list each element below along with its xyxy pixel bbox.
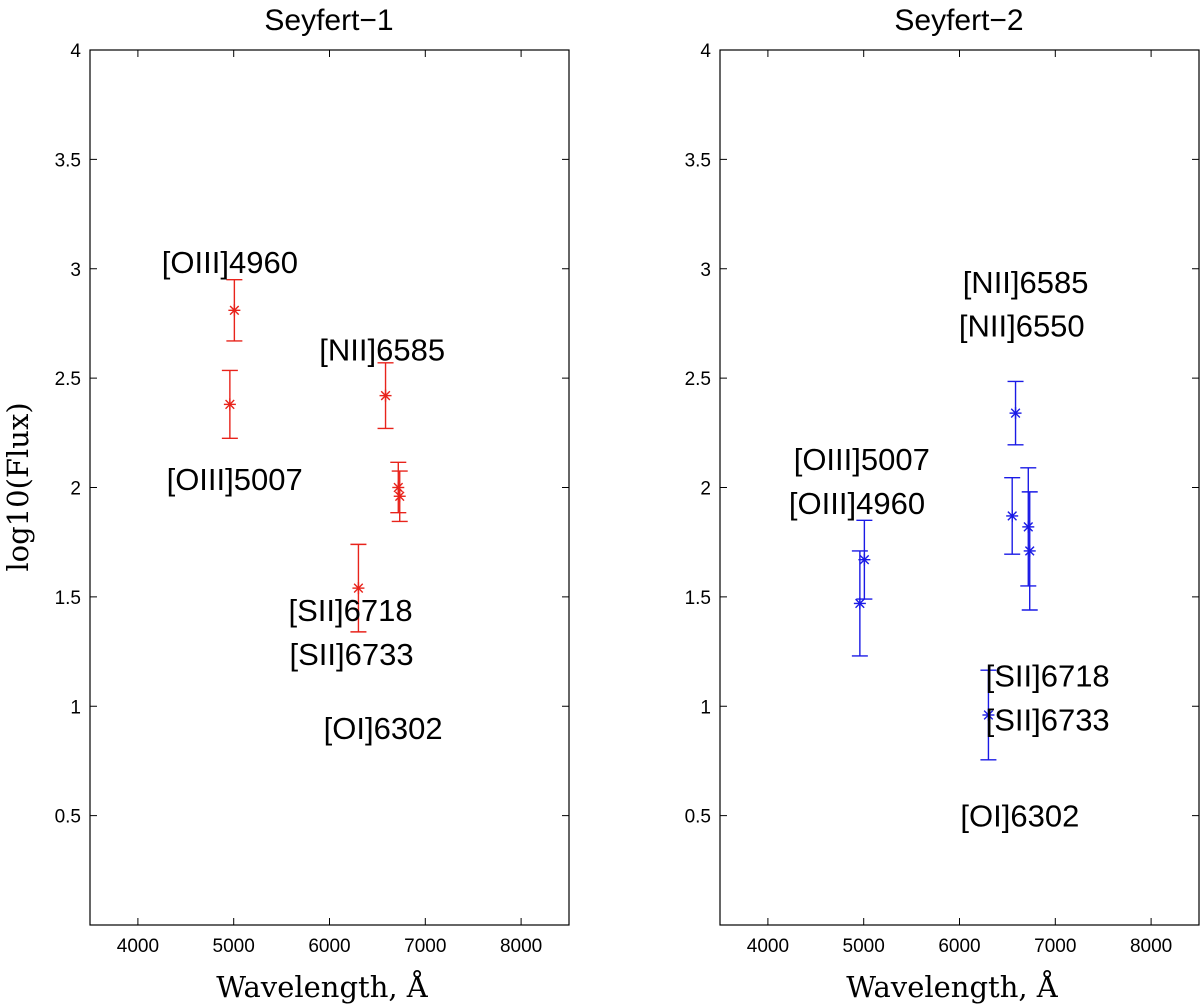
x-tick-label: 4000 [747, 936, 789, 957]
star-marker [223, 398, 236, 411]
data-point [1021, 491, 1038, 611]
star-marker [1009, 407, 1022, 420]
line-annotation: [SII]6733 [986, 702, 1110, 737]
data-point [1007, 380, 1024, 446]
star-marker [393, 490, 406, 503]
annotations: [NII]6585 [NII]6550 [OIII]5007 [OIII]4960 [S… [789, 265, 1110, 834]
y-tick-label: 3 [70, 260, 81, 281]
x-tick-label: 6000 [938, 936, 980, 957]
x-tick-label: 8000 [500, 936, 542, 957]
x-tick-label: 5000 [213, 936, 255, 957]
line-annotation: [SII]6733 [289, 637, 413, 672]
data-point [980, 669, 997, 761]
y-tick-label: 3.5 [55, 150, 81, 171]
y-tick-label: 2 [700, 479, 711, 500]
x-tick-labels: 4000 5000 6000 7000 8000 [747, 936, 1172, 957]
y-tick-label: 3.5 [685, 150, 711, 171]
x-tick-label: 4000 [117, 936, 159, 957]
y-tick-label: 1 [70, 697, 81, 718]
y-tick-label: 4 [70, 41, 81, 62]
star-marker [228, 304, 241, 317]
x-tick-label: 7000 [404, 936, 446, 957]
y-tick-label: 1.5 [685, 588, 711, 609]
star-marker [352, 582, 365, 595]
panel-title: Seyfert−1 [264, 4, 393, 37]
y-tick-label: 1.5 [55, 588, 81, 609]
x-tick-label: 5000 [843, 936, 885, 957]
line-annotation: [NII]6585 [963, 265, 1089, 300]
star-marker [1023, 544, 1036, 557]
x-axis-label: Wavelength, Å [846, 969, 1059, 1004]
y-tick-labels: 0.5 1 1.5 2 2.5 3 3.5 4 [55, 41, 82, 828]
plot-frame [89, 49, 570, 926]
axis-ticks [720, 49, 1199, 925]
y-tick-label: 1 [700, 697, 711, 718]
data-point [1020, 467, 1037, 587]
data-point [350, 543, 367, 633]
y-axis-label: log10(Flux) [1, 402, 35, 571]
data-point [851, 550, 868, 657]
y-tick-label: 0.5 [685, 807, 711, 828]
line-annotation: [OI]6302 [324, 711, 443, 746]
data-point [377, 362, 394, 430]
y-tick-label: 2 [70, 479, 81, 500]
star-marker [1006, 509, 1019, 522]
x-tick-label: 7000 [1034, 936, 1076, 957]
line-annotation: [NII]6550 [959, 309, 1085, 344]
line-annotation: [NII]6585 [319, 333, 445, 368]
x-tick-label: 8000 [1130, 936, 1172, 957]
y-tick-label: 4 [700, 41, 711, 62]
axis-ticks [90, 49, 569, 925]
data-point [226, 278, 243, 342]
y-tick-label: 2.5 [685, 369, 711, 390]
annotations: [OIII]4960 [NII]6585 [OIII]5007 [SII]6718 [S… [162, 245, 445, 746]
data-point [390, 461, 407, 514]
line-annotation: [OIII]4960 [789, 486, 925, 521]
line-annotation: [OIII]5007 [167, 462, 303, 497]
star-marker [858, 553, 871, 566]
x-axis-label: Wavelength, Å [216, 969, 429, 1004]
line-annotation: [OIII]4960 [162, 245, 298, 280]
line-annotation: [OI]6302 [960, 799, 1079, 834]
x-tick-label: 6000 [308, 936, 350, 957]
star-marker [982, 709, 995, 721]
star-marker [379, 389, 392, 402]
data-point [221, 369, 238, 439]
y-tick-labels: 0.5 1 1.5 2 2.5 3 3.5 4 [685, 41, 712, 828]
data-point [856, 519, 873, 600]
data-points [221, 278, 408, 633]
y-tick-label: 2.5 [55, 369, 81, 390]
panel-title: Seyfert−2 [894, 4, 1023, 37]
data-point [391, 470, 408, 523]
data-point [1004, 476, 1021, 555]
panel-seyfert-2: Seyfert−2 4000 5000 6000 7000 8000 0.5 1 1.5 2 2… [685, 4, 1200, 1004]
line-annotation: [SII]6718 [986, 659, 1110, 694]
line-annotation: [OIII]5007 [794, 442, 930, 477]
y-tick-label: 3 [700, 260, 711, 281]
star-marker [1022, 520, 1035, 533]
panel-seyfert-1: Seyfert−1 4000 5000 6000 7000 8000 0.5 1 1.5 2 2… [1, 4, 570, 1004]
star-marker [392, 481, 405, 494]
y-tick-label: 0.5 [55, 807, 81, 828]
x-tick-labels: 4000 5000 6000 7000 8000 [117, 936, 542, 957]
line-annotation: [SII]6718 [289, 593, 413, 628]
data-points [851, 380, 1038, 761]
